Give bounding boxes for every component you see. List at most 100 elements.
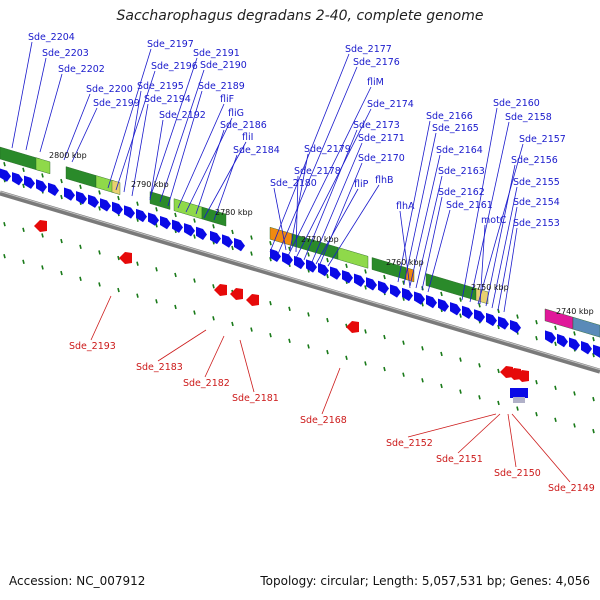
leader-line [511,413,571,483]
scale-tick [535,379,538,385]
forward-gene-arrow [24,175,35,189]
scale-tick [288,338,291,344]
scale-tick [41,265,44,270]
scale-tick [155,267,158,272]
forward-gene-arrow [330,266,341,280]
scale-tick [117,195,120,201]
leader-line [273,187,287,251]
reverse-gene-label: Sde_2181 [232,393,279,404]
accession-text: Accession: NC_007912 [9,574,146,588]
forward-gene-arrow [342,270,353,284]
leader-line [397,120,431,283]
scale-tick [326,257,329,263]
forward-gene-label: fliI [242,132,253,143]
scale-tick [383,334,386,340]
scale-tick [231,321,234,327]
forward-gene-label: Sde_2160 [493,98,540,109]
cog-block [337,247,369,269]
leader-line [195,129,225,215]
scale-tick [136,201,139,206]
leader-line [303,129,358,261]
forward-gene-label: Sde_2189 [198,81,245,92]
forward-gene-label: Sde_2166 [426,111,473,122]
leader-line [63,93,91,161]
reverse-gene-arrow [230,288,243,300]
reverse-gene-label: Sde_2182 [183,378,230,389]
leader-line [315,188,359,265]
scale-tick [212,224,215,229]
scale-tick [326,273,329,279]
forward-gene-arrow [366,277,377,291]
scale-tick [250,235,253,240]
reverse-gene-label: Sde_2149 [548,483,595,494]
leader-line [321,367,341,415]
forward-gene-arrow [12,172,23,186]
scale-tick [535,335,538,341]
leader-line [115,70,156,191]
scale-tick [22,227,25,233]
scale-tick [269,300,272,306]
forward-gene-label: flhA [396,201,415,212]
forward-gene-arrow [510,388,528,398]
scale-tick [79,276,82,281]
forward-gene-arrow [76,191,87,205]
forward-gene-arrow [160,216,171,230]
kbp-marker-label: 2770 kbp [301,235,339,244]
forward-gene-label: Sde_2192 [159,110,206,121]
scale-tick [497,400,500,406]
scale-tick [212,316,215,321]
reverse-gene-label: Sde_2150 [494,468,541,479]
forward-gene-label: Sde_2195 [137,81,184,92]
leader-line [479,224,486,305]
scale-tick [307,312,310,317]
leader-line [427,209,451,293]
leader-line [123,90,142,193]
kbp-marker-label: 2800 kbp [49,151,87,160]
cog-block [201,206,227,227]
forward-gene-arrow [306,259,317,273]
cog-block [0,146,41,172]
forward-gene-arrow [0,168,11,182]
scale-tick [402,280,405,285]
kbp-marker-label: 2740 kbp [556,307,594,316]
scale-tick [516,314,519,319]
forward-gene-label: Sde_2174 [367,99,414,110]
reverse-gene-label: Sde_2168 [300,415,347,426]
scale-tick [592,428,595,434]
scale-tick [364,269,367,274]
forward-gene-label: Sde_2202 [58,64,105,75]
scale-tick [79,244,82,249]
forward-gene-label: Sde_2155 [513,177,560,188]
scale-tick [117,255,120,261]
forward-gene-label: Sde_2178 [294,166,341,177]
scale-tick [193,310,196,315]
leader-line [287,86,372,257]
leader-line [185,117,233,213]
scale-tick [497,368,500,374]
leader-line [289,153,309,251]
leader-line [239,339,255,393]
scale-tick [459,297,462,302]
scale-tick [554,417,557,423]
scale-tick [60,238,63,244]
scale-tick [60,270,63,276]
forward-gene-arrow [210,230,221,245]
forward-gene-arrow [222,234,233,248]
leader-line [319,162,363,265]
scale-tick [22,183,25,189]
leader-line [409,154,441,287]
forward-gene-label: Sde_2203 [42,48,89,59]
scale-tick [573,331,576,336]
scale-tick [554,341,557,347]
scale-tick [573,423,576,428]
scale-tick [592,336,595,342]
forward-gene-arrow [378,280,389,295]
forward-gene-arrow [136,208,147,223]
reverse-gene-arrow [34,220,47,232]
forward-gene-arrow [402,287,413,302]
scale-tick [478,363,481,368]
forward-gene-label: Sde_2196 [151,61,198,72]
forward-gene-arrow [36,179,47,193]
forward-gene-label: Sde_2158 [505,112,552,123]
scale-tick [383,274,386,280]
